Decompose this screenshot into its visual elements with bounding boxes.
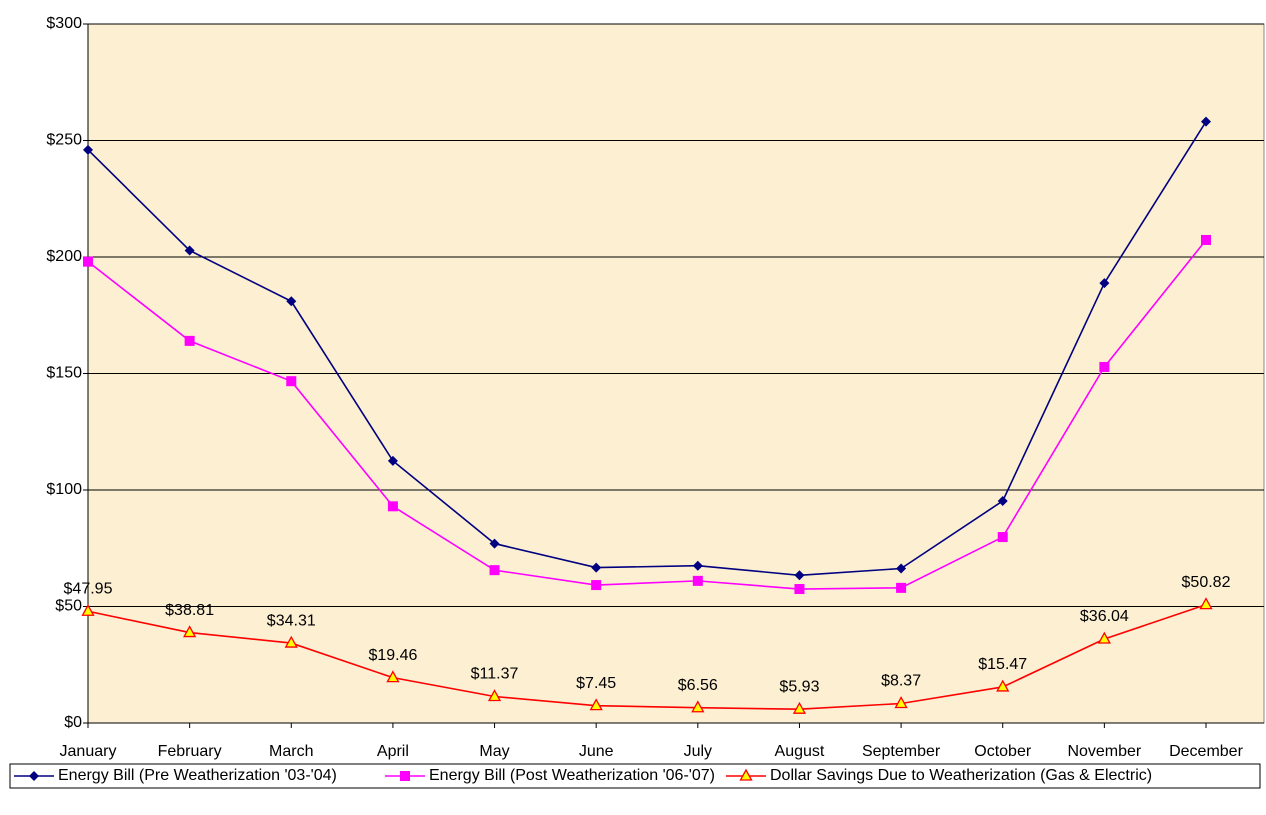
legend-label: Dollar Savings Due to Weatherization (Ga… (770, 767, 1152, 784)
marker (81, 603, 95, 616)
x-tick-label: April (377, 743, 409, 760)
x-tick-label: October (974, 743, 1032, 760)
marker (489, 565, 500, 576)
marker (589, 698, 603, 711)
data-label: $11.37 (471, 666, 519, 683)
data-label: $8.37 (881, 673, 921, 690)
y-tick-label: $50 (55, 598, 82, 615)
marker (997, 532, 1008, 543)
marker (896, 563, 907, 574)
marker (184, 335, 195, 346)
marker (1201, 234, 1211, 245)
x-tick-label: November (1067, 743, 1141, 760)
series-line (87, 603, 1207, 710)
marker (83, 144, 93, 155)
x-tick-label: September (862, 743, 941, 760)
marker (387, 455, 398, 466)
marker (997, 495, 1008, 506)
x-tick-label: February (158, 743, 222, 760)
marker (894, 696, 908, 709)
marker (386, 670, 400, 683)
data-label: $36.04 (1080, 608, 1129, 625)
marker (1097, 631, 1111, 644)
marker (29, 771, 39, 781)
marker (1099, 278, 1110, 289)
marker (794, 570, 805, 581)
y-tick-label: $250 (46, 132, 82, 149)
data-label: $47.95 (64, 580, 113, 597)
y-tick-label: $200 (46, 248, 82, 265)
marker (184, 245, 195, 256)
marker (489, 538, 500, 549)
marker (692, 575, 703, 586)
x-tick-label: August (775, 743, 825, 760)
marker (387, 501, 398, 512)
marker (487, 689, 502, 702)
x-tick-label: December (1169, 743, 1243, 760)
marker (794, 584, 805, 595)
x-tick-label: July (684, 743, 712, 760)
marker (400, 771, 410, 781)
data-label: $7.45 (576, 675, 616, 692)
data-label: $15.47 (978, 656, 1027, 673)
data-label: $19.46 (368, 647, 417, 664)
marker (286, 296, 297, 307)
marker (1201, 116, 1211, 127)
marker (996, 679, 1010, 692)
marker (692, 560, 703, 571)
series-line (87, 121, 1207, 577)
legend-box (9, 763, 1261, 789)
data-label: $5.93 (779, 678, 819, 695)
x-tick-label: March (269, 743, 313, 760)
y-tick-label: $150 (46, 365, 82, 382)
marker (183, 625, 197, 638)
marker (1199, 597, 1213, 610)
marker (1099, 361, 1110, 372)
marker (83, 256, 93, 267)
y-tick-label: $0 (64, 714, 82, 731)
data-label: $50.82 (1182, 574, 1231, 591)
data-label: $6.56 (678, 677, 718, 694)
x-tick-label: January (60, 743, 117, 760)
data-label: $34.31 (267, 612, 316, 629)
y-tick-label: $300 (46, 15, 82, 32)
x-tick-label: May (479, 743, 509, 760)
marker (792, 701, 807, 714)
y-tick-label: $100 (46, 481, 82, 498)
legend-label: Energy Bill (Post Weatherization '06-'07… (429, 767, 715, 784)
marker (286, 376, 297, 387)
marker (591, 580, 602, 591)
x-tick-label: June (579, 743, 614, 760)
marker (591, 562, 602, 573)
marker (739, 768, 753, 781)
data-label: $38.81 (165, 602, 214, 619)
marker (284, 635, 298, 648)
series-line (87, 239, 1207, 590)
legend-label: Energy Bill (Pre Weatherization '03-'04) (58, 767, 337, 784)
marker (691, 700, 705, 713)
marker (896, 582, 907, 593)
